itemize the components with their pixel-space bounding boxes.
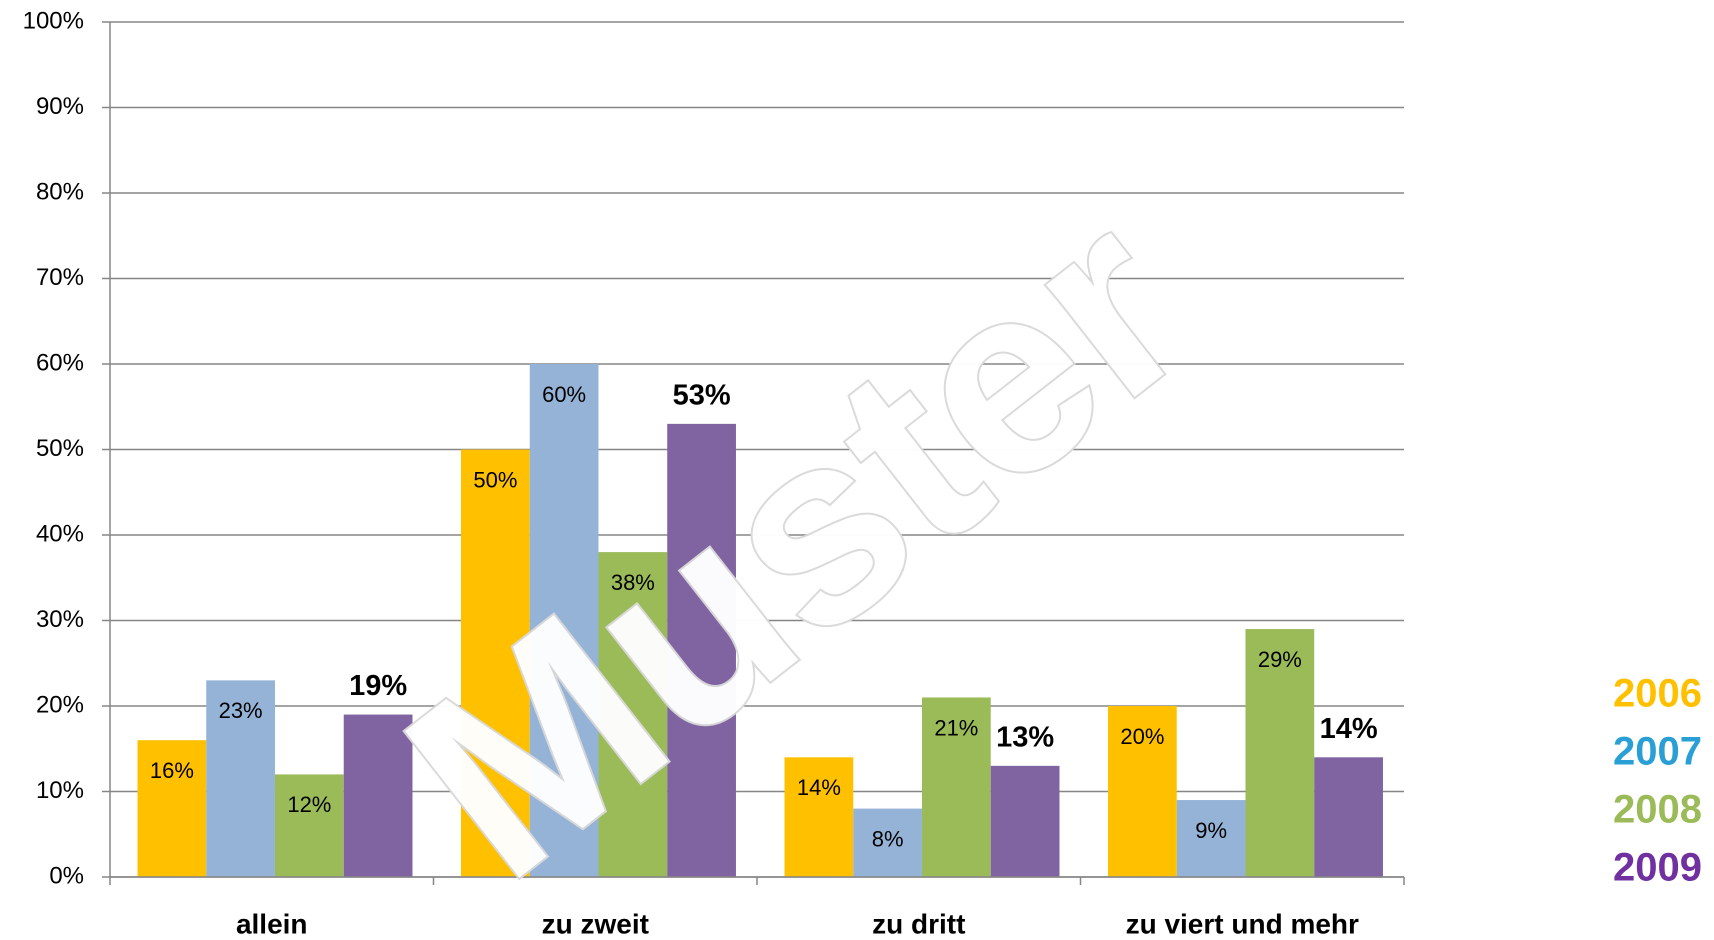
y-tick-label: 20% <box>36 691 84 718</box>
bar <box>921 697 991 877</box>
x-tick-label: zu zweit <box>542 908 649 939</box>
data-label: 29% <box>1258 647 1302 672</box>
data-label: 20% <box>1120 724 1164 749</box>
data-label: 50% <box>473 467 517 492</box>
data-label: 23% <box>219 698 263 723</box>
bar <box>137 740 207 877</box>
data-label: 21% <box>934 715 978 740</box>
bar <box>274 774 344 877</box>
bar <box>1245 629 1315 877</box>
bar <box>784 757 854 877</box>
data-label: 8% <box>872 826 904 851</box>
y-tick-label: 30% <box>36 606 84 633</box>
data-label: 13% <box>996 722 1054 754</box>
data-label: 14% <box>797 775 841 800</box>
bar <box>343 714 413 877</box>
bar <box>667 423 736 877</box>
bar <box>1107 706 1177 877</box>
x-tick-label: zu viert und mehr <box>1126 908 1359 939</box>
legend-entry: 2007 <box>1613 730 1702 774</box>
data-label: 12% <box>287 792 331 817</box>
y-tick-label: 10% <box>36 777 84 804</box>
bar <box>460 449 530 877</box>
bar <box>853 808 922 877</box>
data-label: 9% <box>1195 818 1227 843</box>
legend-entry: 2006 <box>1613 672 1702 716</box>
bar <box>529 364 599 877</box>
data-label: 19% <box>349 670 407 702</box>
bar <box>206 680 275 877</box>
y-tick-label: 70% <box>36 264 84 291</box>
y-tick-label: 0% <box>49 862 84 889</box>
bar <box>1314 757 1383 877</box>
bar <box>598 552 668 877</box>
bar <box>1176 800 1246 877</box>
y-tick-label: 80% <box>36 178 84 205</box>
bar <box>990 765 1060 877</box>
y-tick-label: 50% <box>36 435 84 462</box>
data-label: 38% <box>611 570 655 595</box>
data-label: 16% <box>150 758 194 783</box>
data-label: 14% <box>1320 713 1378 745</box>
y-tick-label: 60% <box>36 349 84 376</box>
legend-entry: 2009 <box>1613 846 1702 890</box>
data-label: 60% <box>542 382 586 407</box>
y-tick-label: 40% <box>36 520 84 547</box>
legend-entry: 2008 <box>1613 788 1702 832</box>
y-tick-label: 100% <box>23 7 84 34</box>
data-label: 53% <box>673 380 731 412</box>
x-tick-label: allein <box>236 908 308 939</box>
x-tick-label: zu dritt <box>872 908 965 939</box>
y-tick-label: 90% <box>36 93 84 120</box>
